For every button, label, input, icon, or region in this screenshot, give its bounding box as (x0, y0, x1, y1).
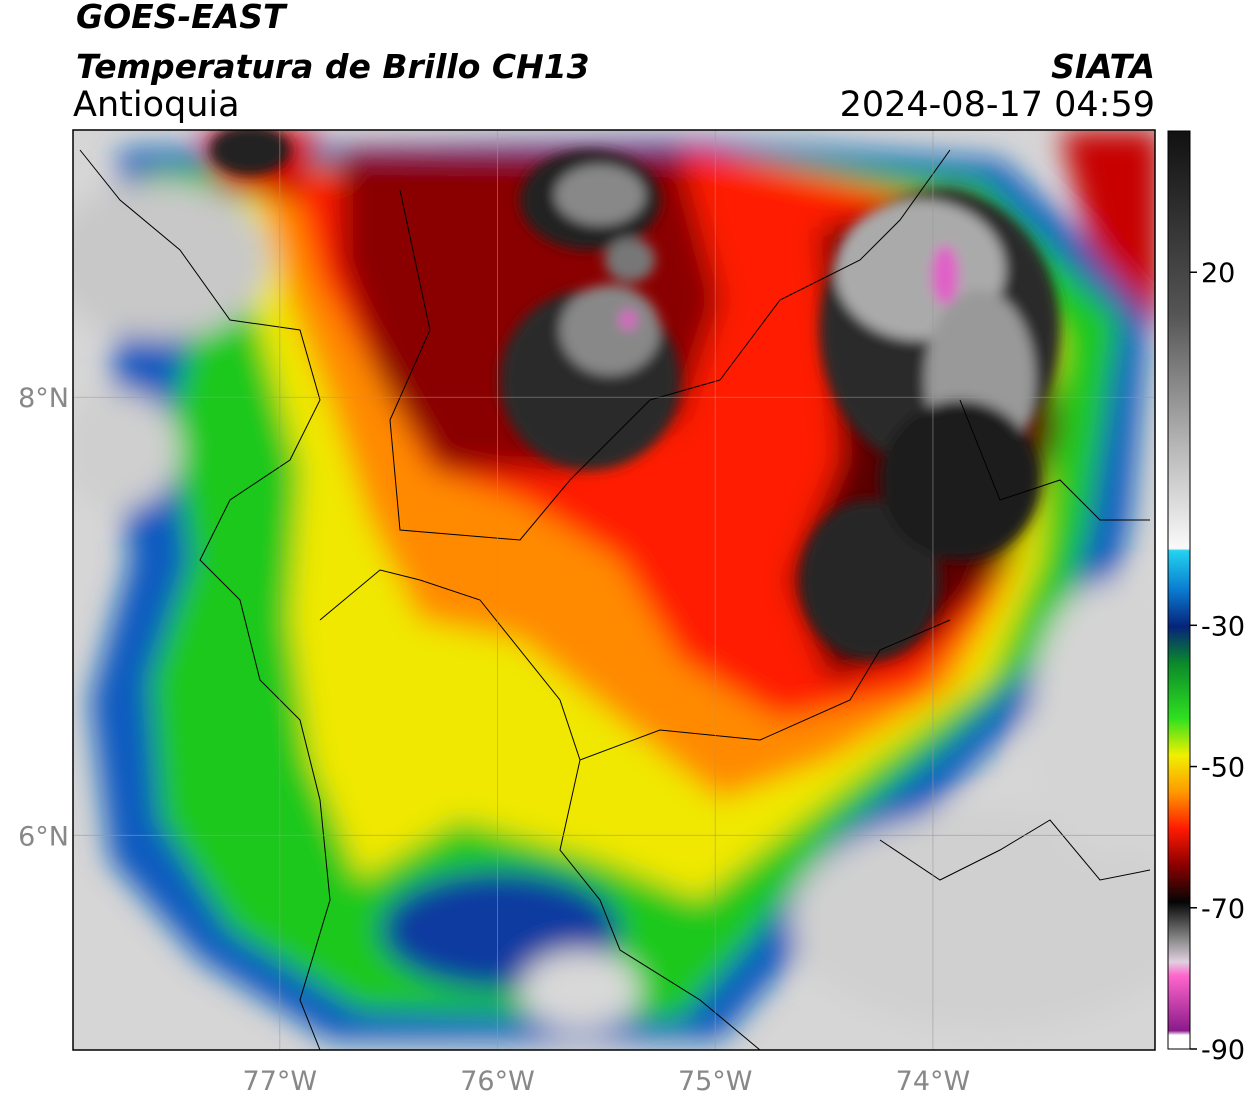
colorbar-tick-label: -50 (1201, 753, 1245, 784)
colorbar (1167, 130, 1191, 1050)
region: Antioquia (73, 85, 240, 125)
x-tick-label: 77°W (243, 1066, 318, 1097)
colorbar-tick-label: -90 (1201, 1035, 1245, 1066)
graticule (73, 130, 1155, 1050)
source: SIATA (1051, 47, 1155, 86)
y-tick-label: 8°N (18, 383, 69, 414)
map-frame (72, 129, 1156, 1051)
x-tick-label: 75°W (678, 1066, 753, 1097)
x-tick-label: 74°W (896, 1066, 971, 1097)
colorbar-tick-label: -30 (1201, 611, 1245, 642)
colorbar-tick-label: 20 (1201, 258, 1235, 289)
colorbar-tick-label: -70 (1201, 894, 1245, 925)
y-tick-label: 6°N (18, 821, 69, 852)
x-tick-label: 76°W (460, 1066, 535, 1097)
title: GOES-EAST (76, 0, 288, 36)
datetime: 2024-08-17 04:59 (840, 85, 1155, 125)
subtitle: Temperatura de Brillo CH13 (76, 47, 590, 86)
satellite-image (73, 130, 1155, 1050)
